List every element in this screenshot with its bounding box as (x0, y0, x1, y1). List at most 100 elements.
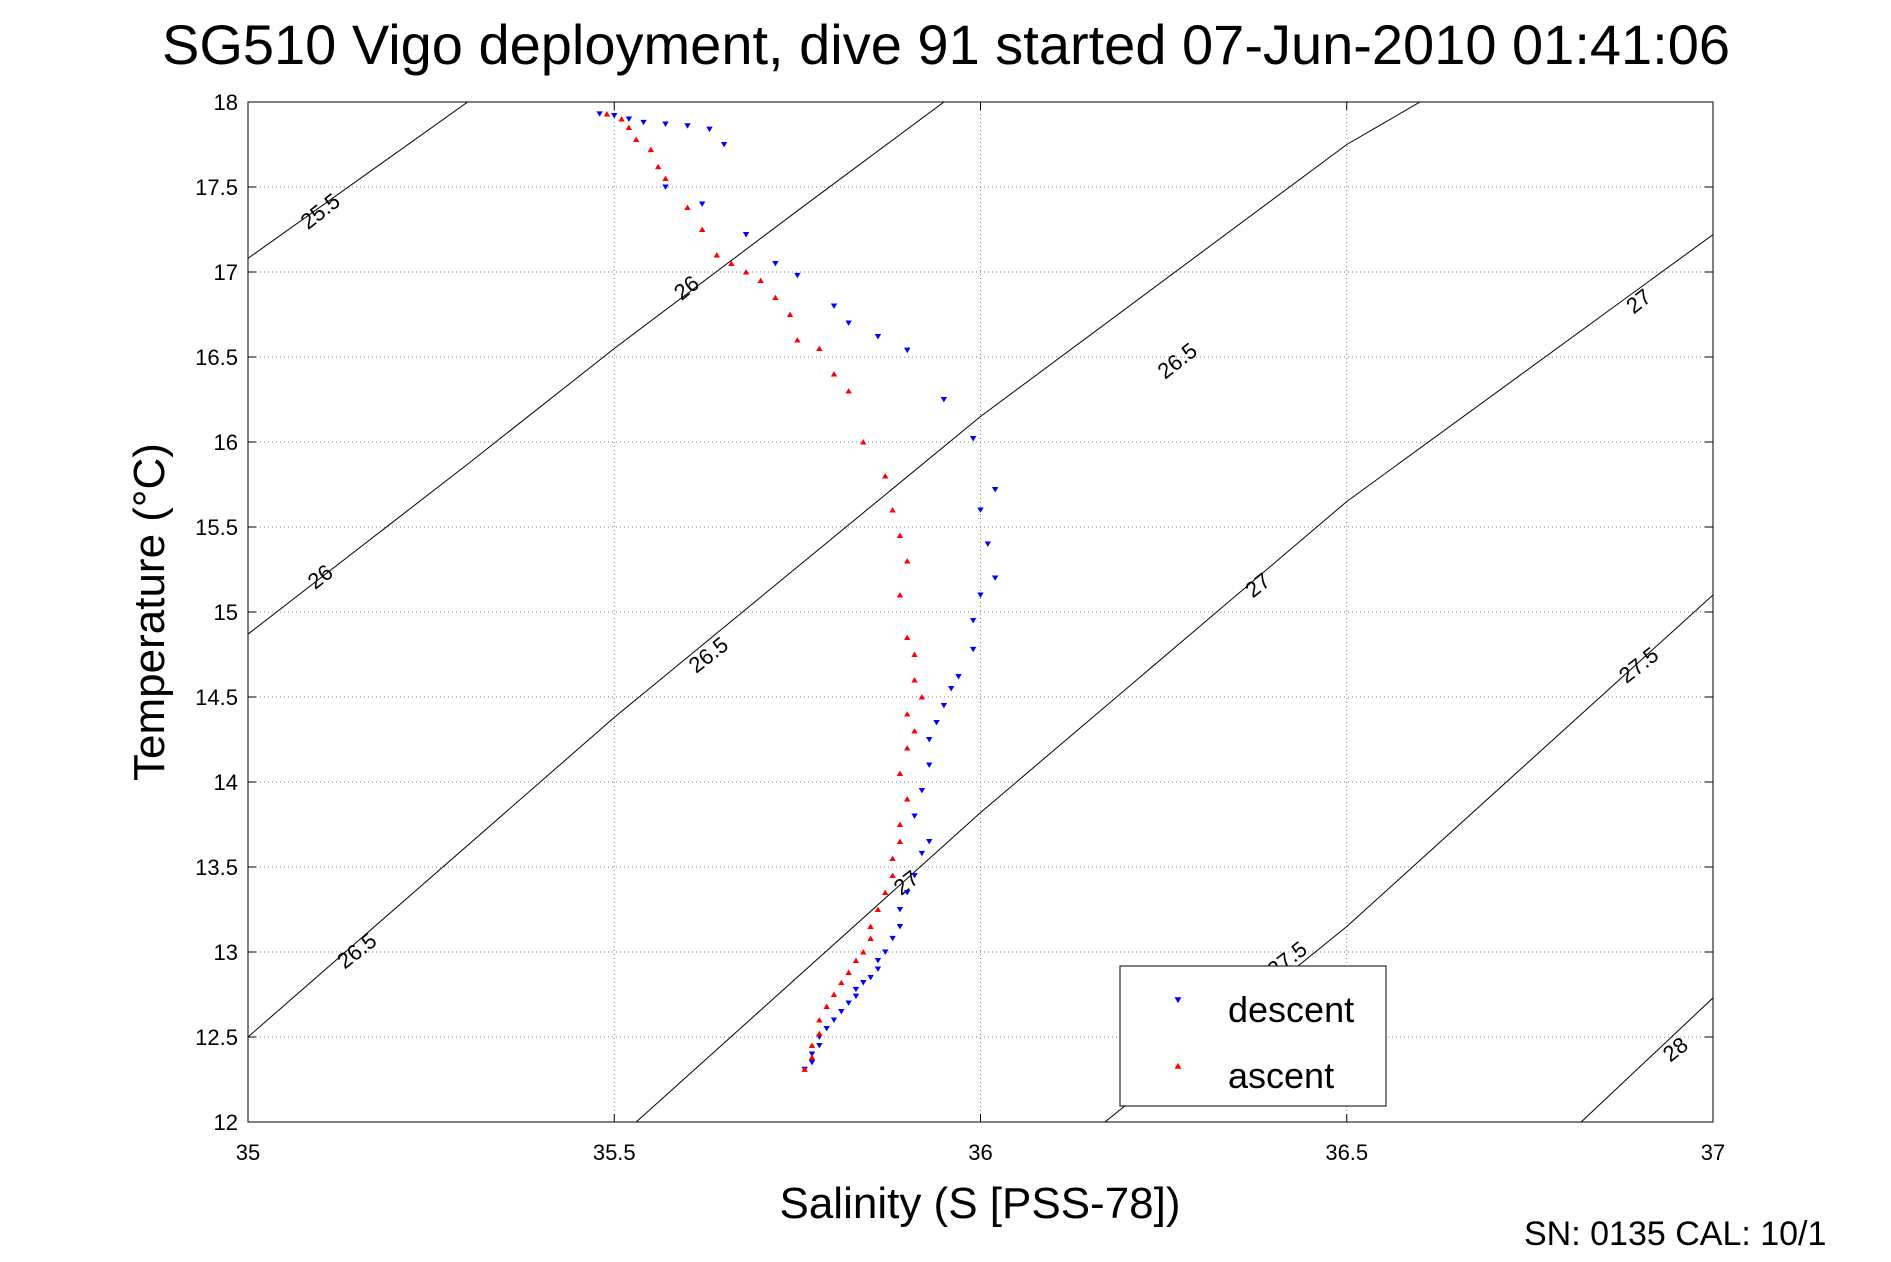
ascent-point (625, 124, 633, 131)
descent-point (845, 320, 852, 326)
descent-point (742, 232, 750, 238)
ascent-point (874, 906, 882, 913)
y-tick-label: 17 (214, 260, 238, 285)
descent-point (940, 396, 948, 403)
contour-label: 27 (1240, 568, 1275, 603)
ascent-point (772, 294, 779, 301)
descent-point (662, 121, 669, 127)
descent-point (720, 141, 728, 148)
ascent-point (662, 175, 669, 182)
ascent-point (603, 111, 611, 117)
ascent-point (896, 821, 904, 828)
ascent-point (904, 796, 911, 802)
contour-label: 27 (889, 865, 924, 900)
ascent-point (655, 163, 662, 170)
ascent-point (801, 1066, 808, 1072)
ascent-point (684, 204, 691, 210)
descent-point (889, 935, 896, 942)
y-tick-label: 13.5 (195, 855, 238, 880)
y-tick-label: 12.5 (195, 1025, 238, 1050)
ascent-point (816, 1030, 823, 1037)
descent-point (933, 719, 940, 726)
descent-point (991, 575, 999, 581)
grid-lines (248, 102, 1713, 1122)
contour-line-26 (248, 102, 945, 635)
y-tick-label: 13 (214, 940, 238, 965)
ascent-point (742, 269, 750, 275)
descent-point (896, 906, 904, 913)
contour-label: 27 (1621, 284, 1656, 319)
ascent-point (889, 872, 896, 879)
descent-point (926, 762, 933, 768)
y-tick-label: 16 (214, 430, 238, 455)
descent-point (838, 1008, 845, 1015)
descent-point (830, 303, 838, 309)
contour-line-28 (1580, 997, 1713, 1122)
y-tick-label: 14.5 (195, 685, 238, 710)
descent-point (640, 119, 647, 126)
ascent-point (830, 371, 838, 377)
descent-point (904, 889, 911, 896)
ascent-point (882, 889, 889, 896)
ascent-point (618, 116, 625, 122)
descent-point (874, 334, 882, 340)
ascent-point (896, 532, 904, 539)
descent-point (611, 113, 618, 119)
contour-label: 28 (1658, 1032, 1693, 1067)
ascent-point (794, 337, 801, 343)
descent-point (867, 974, 874, 981)
ascent-point (845, 969, 852, 975)
x-tick-label: 36 (968, 1140, 992, 1165)
contour-line-25-5 (248, 102, 468, 259)
ascent-point (911, 651, 918, 658)
ascent-point (808, 1054, 816, 1060)
ascent-point (911, 677, 918, 683)
legend-marker-ascent (1174, 1062, 1182, 1069)
x-tick-label: 35 (236, 1140, 260, 1165)
ascent-point (728, 260, 735, 267)
x-axis-label: Salinity (S [PSS-78]) (779, 1179, 1180, 1228)
legend-marker-descent (1174, 997, 1182, 1004)
x-tick-label: 35.5 (593, 1140, 636, 1165)
legend-label-descent: descent (1228, 989, 1354, 1030)
ascent-point (816, 1017, 823, 1023)
contour-label: 26.5 (684, 632, 733, 678)
descent-point (955, 674, 962, 680)
descent-point (852, 993, 860, 1000)
descent-point (808, 1051, 816, 1057)
descent-point (596, 111, 603, 117)
contour-label: 26.5 (332, 928, 381, 974)
ascent-point (911, 728, 918, 734)
descent-point (948, 685, 955, 692)
contour-line-27 (635, 234, 1713, 1122)
descent-point (969, 436, 977, 442)
ascent-point (860, 949, 867, 955)
descent-point (794, 272, 801, 279)
ascent-point (786, 311, 794, 318)
ascent-point (830, 991, 838, 998)
y-tick-label: 16.5 (195, 345, 238, 370)
contour-label: 26 (669, 270, 704, 305)
descent-point (874, 957, 882, 964)
ascent-point (713, 252, 720, 258)
descent-point (911, 813, 918, 819)
descent-point (918, 787, 926, 794)
descent-point (874, 966, 882, 972)
descent-point (662, 184, 669, 190)
y-tick-label: 15 (214, 600, 238, 625)
descent-point (684, 123, 691, 129)
descent-point (882, 949, 889, 955)
contour-label: 26.5 (1153, 338, 1202, 384)
x-tick-label: 36.5 (1325, 1140, 1368, 1165)
ascent-point (698, 226, 706, 233)
descent-point (991, 487, 999, 493)
data-points (596, 111, 999, 1073)
descent-point (823, 1025, 830, 1032)
descent-point (940, 702, 948, 709)
legend-label-ascent: ascent (1228, 1055, 1334, 1096)
ascent-point (896, 838, 904, 845)
x-axis-ticks: 35 35.5 36 36.5 37 (236, 102, 1725, 1165)
ascent-point (860, 439, 867, 445)
